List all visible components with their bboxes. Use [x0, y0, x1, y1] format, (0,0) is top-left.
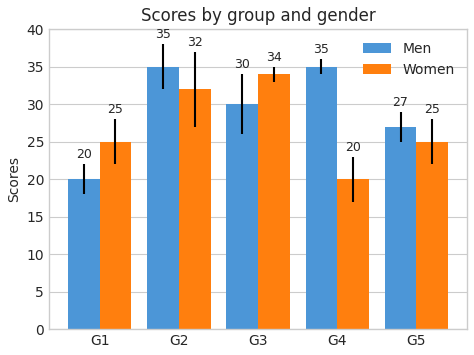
Text: 35: 35 [313, 43, 329, 56]
Text: 25: 25 [424, 103, 440, 116]
Text: 32: 32 [187, 36, 202, 49]
Legend: Men, Women: Men, Women [358, 36, 460, 82]
Text: 34: 34 [266, 51, 282, 64]
Bar [68, 179, 100, 329]
Bar [306, 67, 337, 329]
Bar [179, 89, 210, 329]
Text: 20: 20 [345, 141, 361, 154]
Y-axis label: Scores: Scores [7, 156, 21, 202]
Text: 30: 30 [234, 58, 250, 71]
Bar [337, 179, 369, 329]
Title: Scores by group and gender: Scores by group and gender [141, 7, 375, 25]
Bar [385, 127, 416, 329]
Text: 27: 27 [392, 96, 409, 109]
Bar [258, 74, 290, 329]
Text: 35: 35 [155, 28, 171, 41]
Bar [227, 104, 258, 329]
Bar [100, 142, 131, 329]
Text: 25: 25 [108, 103, 123, 116]
Bar [147, 67, 179, 329]
Bar [416, 142, 448, 329]
Text: 20: 20 [76, 148, 92, 161]
